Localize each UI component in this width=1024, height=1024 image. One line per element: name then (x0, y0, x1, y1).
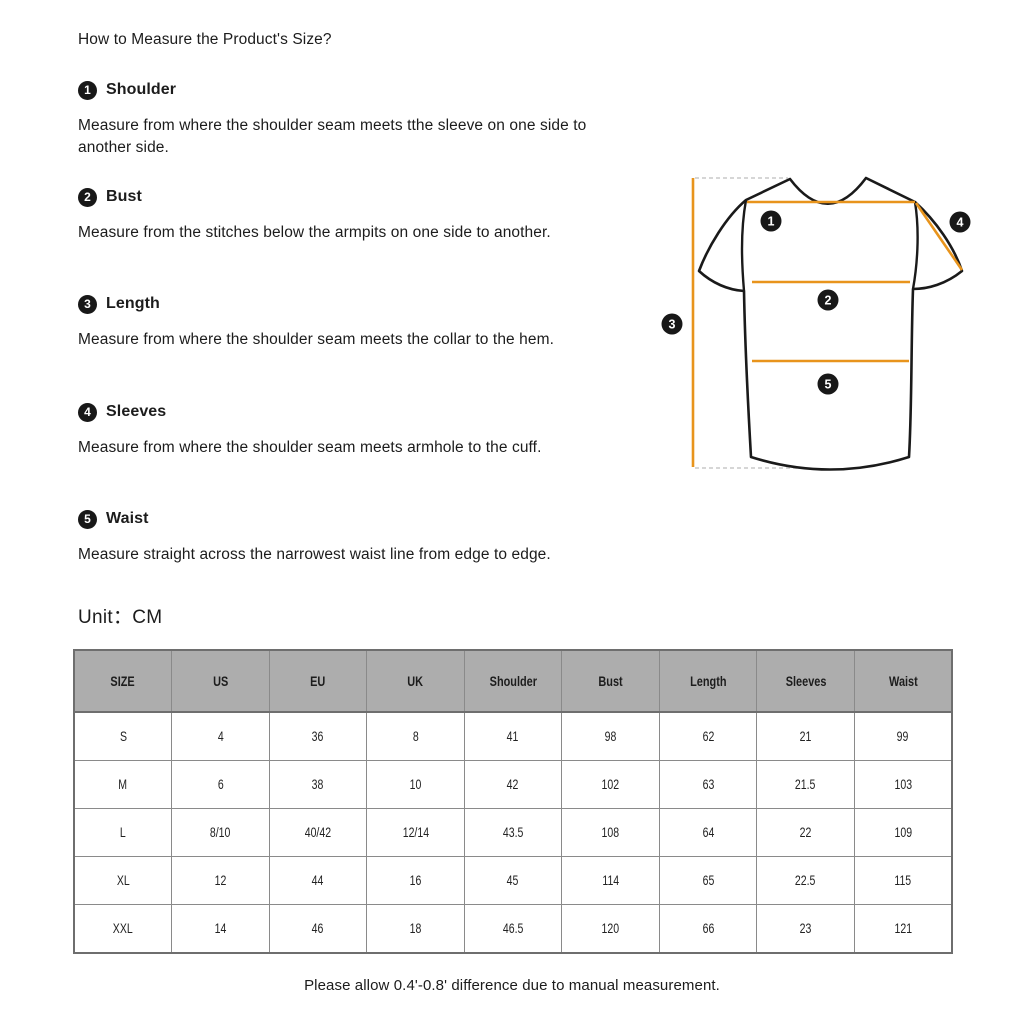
col-header-length: Length (658, 649, 758, 713)
diagram-marker-1-icon: 1 (760, 210, 782, 232)
cell: 99 (853, 711, 953, 761)
section-waist: 5 Waist Measure straight across the narr… (78, 508, 610, 566)
marker-3-badge-icon: 3 (78, 294, 97, 314)
col-header-sleeves: Sleeves (756, 649, 855, 713)
cell: 42 (463, 760, 563, 809)
cell: 115 (853, 856, 953, 905)
cell: 16 (366, 856, 465, 905)
section-bust: 2 Bust Measure from the stitches below t… (78, 186, 610, 244)
cell: 23 (756, 904, 855, 954)
cell: 22.5 (756, 856, 855, 905)
svg-text:3: 3 (669, 318, 676, 332)
cell: 44 (268, 856, 368, 905)
marker-1-badge-icon: 1 (78, 80, 97, 100)
measurement-tolerance-note: Please allow 0.4'-0.8' difference due to… (304, 977, 720, 994)
cell: 8/10 (171, 808, 270, 857)
marker-2-badge-icon: 2 (78, 187, 97, 207)
cell: 21 (756, 711, 855, 761)
cell: 103 (853, 760, 953, 809)
col-header-us: US (171, 649, 270, 713)
table-row-s: S 4 36 8 41 98 62 21 99 (73, 711, 953, 761)
svg-text:1: 1 (768, 215, 775, 229)
cell: 46 (268, 904, 368, 954)
section-title-bust: Bust (106, 188, 142, 205)
cell: 38 (268, 760, 368, 809)
col-header-eu: EU (268, 649, 368, 713)
marker-4-badge-icon: 4 (78, 402, 97, 422)
cell: 102 (561, 760, 660, 809)
cell: 65 (658, 856, 758, 905)
cell: 18 (366, 904, 465, 954)
svg-text:2: 2 (825, 294, 832, 308)
cell: S (73, 711, 173, 761)
svg-text:5: 5 (825, 378, 832, 392)
section-title-waist: Waist (106, 510, 149, 527)
section-title-sleeves: Sleeves (106, 403, 167, 420)
tshirt-outline (697, 176, 964, 471)
cell: 36 (268, 711, 368, 761)
section-desc-shoulder: Measure from where the shoulder seam mee… (78, 117, 587, 156)
col-header-bust: Bust (561, 649, 660, 713)
cell: 64 (658, 808, 758, 857)
section-desc-sleeves: Measure from where the shoulder seam mee… (78, 439, 542, 456)
cell: 6 (171, 760, 270, 809)
table-row-xxl: XXL 14 46 18 46.5 120 66 23 121 (73, 904, 953, 954)
cell: 46.5 (463, 904, 563, 954)
cell: 45 (463, 856, 563, 905)
cell: 12 (171, 856, 270, 905)
col-header-uk: UK (366, 649, 465, 713)
cell: 109 (853, 808, 953, 857)
table-row-m: M 6 38 10 42 102 63 21.5 103 (73, 760, 953, 809)
cell: XL (73, 856, 173, 905)
size-table-header-row: SIZE US EU UK Shoulder Bust Length Sleev… (73, 649, 953, 713)
col-header-shoulder: Shoulder (463, 649, 563, 713)
cell: L (73, 808, 173, 857)
tshirt-measure-diagram: 1 2 3 4 5 (661, 176, 971, 471)
svg-text:4: 4 (957, 216, 964, 230)
cell: 22 (756, 808, 855, 857)
cell: 10 (366, 760, 465, 809)
table-row-xl: XL 12 44 16 45 114 65 22.5 115 (73, 856, 953, 905)
col-header-size: SIZE (73, 649, 173, 713)
cell: 41 (463, 711, 563, 761)
cell: 40/42 (268, 808, 368, 857)
cell: 8 (366, 711, 465, 761)
cell: 120 (561, 904, 660, 954)
section-desc-length: Measure from where the shoulder seam mee… (78, 331, 555, 348)
cell: 121 (853, 904, 953, 954)
left-sleeve-seam (740, 199, 748, 292)
section-shoulder: 1 Shoulder Measure from where the should… (78, 79, 610, 158)
page-title: How to Measure the Product's Size? (78, 31, 332, 48)
cell: 43.5 (463, 808, 563, 857)
cell: 108 (561, 808, 660, 857)
cell: 14 (171, 904, 270, 954)
diagram-marker-5-icon: 5 (817, 373, 839, 395)
sleeve-measure-line (914, 202, 964, 271)
section-desc-waist: Measure straight across the narrowest wa… (78, 546, 551, 563)
section-length: 3 Length Measure from where the shoulder… (78, 293, 610, 351)
right-sleeve-seam (911, 201, 919, 290)
cell: 114 (561, 856, 660, 905)
diagram-marker-2-icon: 2 (817, 289, 839, 311)
marker-5-badge-icon: 5 (78, 509, 97, 529)
cell: 62 (658, 711, 758, 761)
section-desc-bust: Measure from the stitches below the armp… (78, 224, 551, 241)
section-sleeves: 4 Sleeves Measure from where the shoulde… (78, 401, 610, 459)
diagram-marker-3-icon: 3 (661, 313, 683, 335)
cell: XXL (73, 904, 173, 954)
size-chart-table: SIZE US EU UK Shoulder Bust Length Sleev… (73, 649, 953, 954)
cell: 12/14 (366, 808, 465, 857)
diagram-marker-4-icon: 4 (949, 211, 971, 233)
cell: 4 (171, 711, 270, 761)
cell: M (73, 760, 173, 809)
cell: 21.5 (756, 760, 855, 809)
cell: 98 (561, 711, 660, 761)
unit-label: Unit：CM (78, 607, 163, 628)
table-row-l: L 8/10 40/42 12/14 43.5 108 64 22 109 (73, 808, 953, 857)
cell: 63 (658, 760, 758, 809)
cell: 66 (658, 904, 758, 954)
col-header-waist: Waist (853, 649, 953, 713)
section-title-length: Length (106, 295, 160, 312)
section-title-shoulder: Shoulder (106, 81, 177, 98)
